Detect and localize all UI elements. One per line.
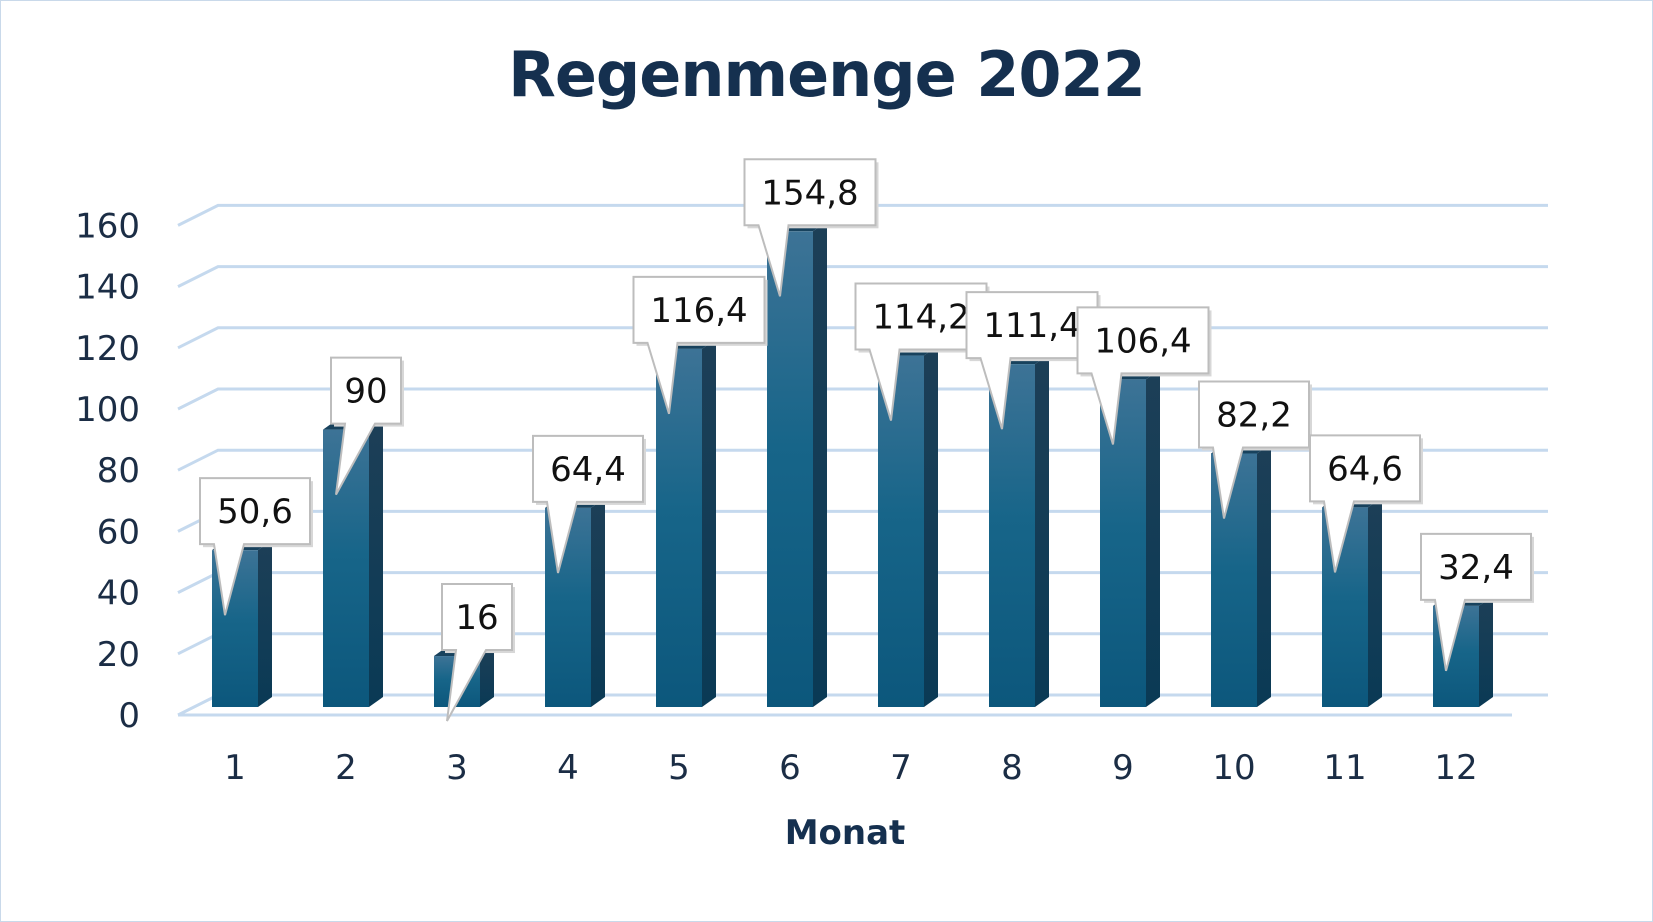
data-label: 90 [330,356,404,496]
data-label-text: 90 [344,372,387,412]
x-category-label: 12 [1434,748,1477,788]
bar-side [1479,595,1493,707]
data-label-callout [199,477,311,616]
data-label-text: 82,2 [1216,395,1292,435]
data-label-callout [743,158,877,297]
y-tick-label: 60 [97,512,140,552]
y-tick-label: 140 [75,268,140,308]
bar-side [369,419,383,707]
data-label-text: 111,4 [983,306,1080,346]
data-label-callout [965,291,1099,430]
data-label: 106,4 [1076,306,1212,445]
bar-side [258,540,272,707]
data-label-callout [532,434,644,574]
x-category-label: 4 [557,748,579,788]
data-label-text: 154,8 [761,173,858,213]
bar-side [813,221,827,707]
x-axis-title: Monat [785,813,906,853]
data-label-callout [441,583,513,722]
x-category-label: 7 [890,748,912,788]
data-label-callout [330,356,402,496]
data-label-text: 50,6 [217,492,293,532]
data-labels: 50,6 90 16 64,4 116,4 154,8 114,2 111,4 106,4 82,… [199,158,1534,722]
y-tick-label: 20 [97,635,140,675]
bar-front [878,355,924,707]
y-tick-label: 0 [118,696,140,736]
y-tick-label: 80 [97,451,140,491]
gridline [177,203,1548,227]
x-category-label: 2 [335,748,357,788]
x-category-label: 8 [1001,748,1023,788]
bar-side [924,345,938,707]
bar-front [656,348,702,707]
bar-front [1211,453,1257,707]
bar-front [767,231,813,707]
bar [767,221,827,707]
data-label-text: 16 [455,598,498,638]
data-label: 50,6 [199,477,313,616]
data-label-text: 64,4 [550,450,626,490]
data-label: 64,4 [532,434,646,574]
data-label-text: 116,4 [650,291,747,331]
x-category-label: 10 [1212,748,1255,788]
data-label-callout [1076,306,1210,445]
bar-side [1368,497,1382,707]
x-category-label: 6 [779,748,801,788]
bar-side [1257,443,1271,707]
bar-side [480,646,494,707]
data-label-callout [1420,532,1532,672]
data-label: 82,2 [1198,380,1312,519]
x-axis-categories: 1 2 3 4 5 6 7 8 9 10 11 12 [224,748,1477,788]
data-label-text: 106,4 [1094,321,1191,361]
bar [989,354,1049,707]
data-label: 16 [441,583,515,722]
data-label: 116,4 [632,275,768,415]
bar-side [591,497,605,707]
x-category-label: 5 [668,748,690,788]
data-label: 64,6 [1309,434,1423,573]
bar-side [1146,369,1160,707]
bar-side [1035,354,1049,707]
x-category-label: 9 [1112,748,1134,788]
data-label-text: 114,2 [872,298,969,338]
gridline [177,265,1548,288]
bar-front [1100,379,1146,707]
y-tick-label: 40 [97,574,140,614]
data-label: 154,8 [743,158,879,297]
bar [878,345,938,707]
bar-side [702,338,716,707]
data-label: 32,4 [1420,532,1534,672]
chart-title: Regenmenge 2022 [508,38,1146,111]
data-label-callout [1309,434,1421,573]
data-label-text: 64,6 [1327,449,1403,489]
y-axis-ticks: 0 20 40 60 80 100 120 140 160 [75,206,140,736]
x-category-label: 3 [446,748,468,788]
data-label-callout [632,275,766,415]
y-tick-label: 160 [75,206,140,246]
data-label-text: 32,4 [1438,548,1514,588]
y-tick-label: 120 [75,329,140,369]
x-category-label: 1 [224,748,246,788]
x-category-label: 11 [1323,748,1366,788]
data-label: 114,2 [854,282,990,421]
data-label-callout [1198,380,1310,519]
y-tick-label: 100 [75,390,140,430]
bar-front [989,364,1035,707]
